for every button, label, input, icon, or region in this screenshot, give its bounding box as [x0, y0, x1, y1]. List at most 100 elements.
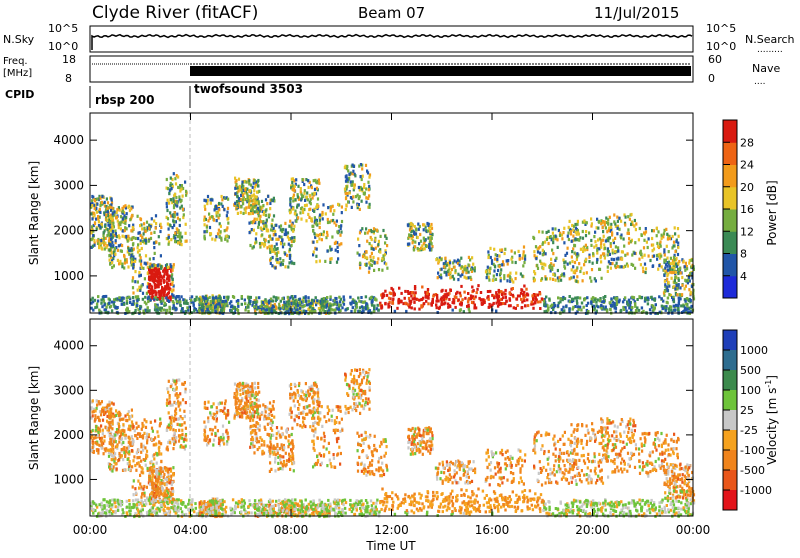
heatmap-cell — [121, 437, 123, 440]
heatmap-cell — [443, 265, 445, 268]
colorbar-swatch — [723, 165, 737, 188]
heatmap-cell — [285, 307, 287, 310]
heatmap-cell — [140, 460, 142, 463]
heatmap-cell — [294, 198, 296, 201]
heatmap-cell — [423, 228, 425, 231]
heatmap-cell — [302, 211, 304, 214]
heatmap-cell — [689, 272, 691, 275]
heatmap-cell — [299, 301, 301, 304]
heatmap-cell — [98, 220, 100, 223]
heatmap-cell — [118, 262, 120, 265]
heatmap-cell — [368, 188, 370, 191]
heatmap-cell — [336, 220, 338, 223]
heatmap-cell — [136, 437, 138, 440]
heatmap-cell — [345, 204, 347, 207]
heatmap-cell — [663, 232, 665, 235]
heatmap-cell — [172, 466, 174, 469]
heatmap-cell — [592, 296, 594, 299]
heatmap-cell — [109, 403, 111, 406]
heatmap-cell — [92, 234, 94, 237]
date-label: 11/Jul/2015 — [594, 4, 679, 22]
heatmap-cell — [627, 252, 629, 255]
heatmap-cell — [552, 273, 554, 276]
heatmap-cell — [384, 241, 386, 244]
heatmap-cell — [653, 254, 655, 257]
heatmap-cell — [215, 235, 217, 238]
heatmap-cell — [618, 299, 620, 302]
heatmap-cell — [648, 237, 650, 240]
heatmap-cell — [417, 247, 419, 250]
heatmap-cell — [675, 271, 677, 274]
heatmap-cell — [233, 306, 235, 309]
heatmap-cell — [673, 300, 675, 303]
heatmap-cell — [592, 252, 594, 255]
heatmap-cell — [674, 287, 676, 290]
heatmap-cell — [270, 298, 272, 301]
heatmap-cell — [176, 201, 178, 204]
heatmap-cell — [122, 235, 124, 238]
heatmap-cell — [155, 296, 157, 299]
heatmap-cell — [360, 175, 362, 178]
heatmap-cell — [351, 300, 353, 303]
heatmap-cell — [414, 307, 416, 310]
heatmap-cell — [488, 303, 490, 306]
heatmap-cell — [331, 235, 333, 238]
heatmap-cell — [549, 266, 551, 269]
heatmap-cell — [94, 299, 96, 302]
heatmap-cell — [254, 195, 256, 198]
heatmap-cell — [98, 444, 100, 447]
heatmap-cell — [139, 307, 141, 310]
heatmap-cell — [322, 309, 324, 312]
heatmap-cell — [155, 227, 157, 230]
heatmap-cell — [487, 290, 489, 293]
heatmap-cell — [127, 413, 129, 416]
heatmap-cell — [237, 302, 239, 305]
heatmap-cell — [650, 296, 652, 299]
heatmap-cell — [289, 220, 291, 223]
heatmap-cell — [386, 244, 388, 247]
heatmap-cell — [316, 248, 318, 251]
heatmap-cell — [504, 248, 506, 251]
heatmap-cell — [677, 227, 679, 230]
heatmap-cell — [660, 245, 662, 248]
heatmap-cell — [307, 213, 309, 216]
heatmap-cell — [356, 306, 358, 309]
heatmap-cell — [100, 302, 102, 305]
heatmap-cell — [467, 263, 469, 266]
heatmap-cell — [674, 250, 676, 253]
heatmap-cell — [100, 239, 102, 242]
heatmap-cell — [598, 220, 600, 223]
heatmap-cell — [558, 302, 560, 305]
heatmap-cell — [180, 188, 182, 191]
heatmap-cell — [358, 186, 360, 189]
heatmap-cell — [226, 239, 228, 242]
heatmap-cell — [145, 254, 147, 257]
heatmap-cell — [453, 259, 455, 262]
heatmap-cell — [305, 295, 307, 298]
heatmap-cell — [486, 276, 488, 279]
heatmap-cell — [364, 193, 366, 196]
heatmap-cell — [282, 259, 284, 262]
heatmap-cell — [676, 287, 678, 290]
heatmap-cell — [564, 297, 566, 300]
heatmap-cell — [295, 220, 297, 223]
heatmap-cell — [275, 299, 277, 302]
heatmap-cell — [157, 263, 159, 266]
heatmap-cell — [539, 260, 541, 263]
heatmap-cell — [552, 232, 554, 235]
heatmap-cell — [494, 265, 496, 268]
heatmap-cell — [139, 482, 141, 485]
heatmap-cell — [658, 264, 660, 267]
heatmap-cell — [145, 230, 147, 233]
heatmap-cell — [173, 302, 175, 305]
heatmap-cell — [150, 299, 152, 302]
heatmap-cell — [112, 419, 114, 422]
heatmap-cell — [149, 276, 151, 279]
heatmap-cell — [336, 230, 338, 233]
heatmap-cell — [111, 458, 113, 461]
heatmap-cell — [642, 267, 644, 270]
heatmap-cell — [96, 239, 98, 242]
heatmap-cell — [254, 210, 256, 213]
heatmap-cell — [498, 254, 500, 257]
heatmap-cell — [237, 299, 239, 302]
